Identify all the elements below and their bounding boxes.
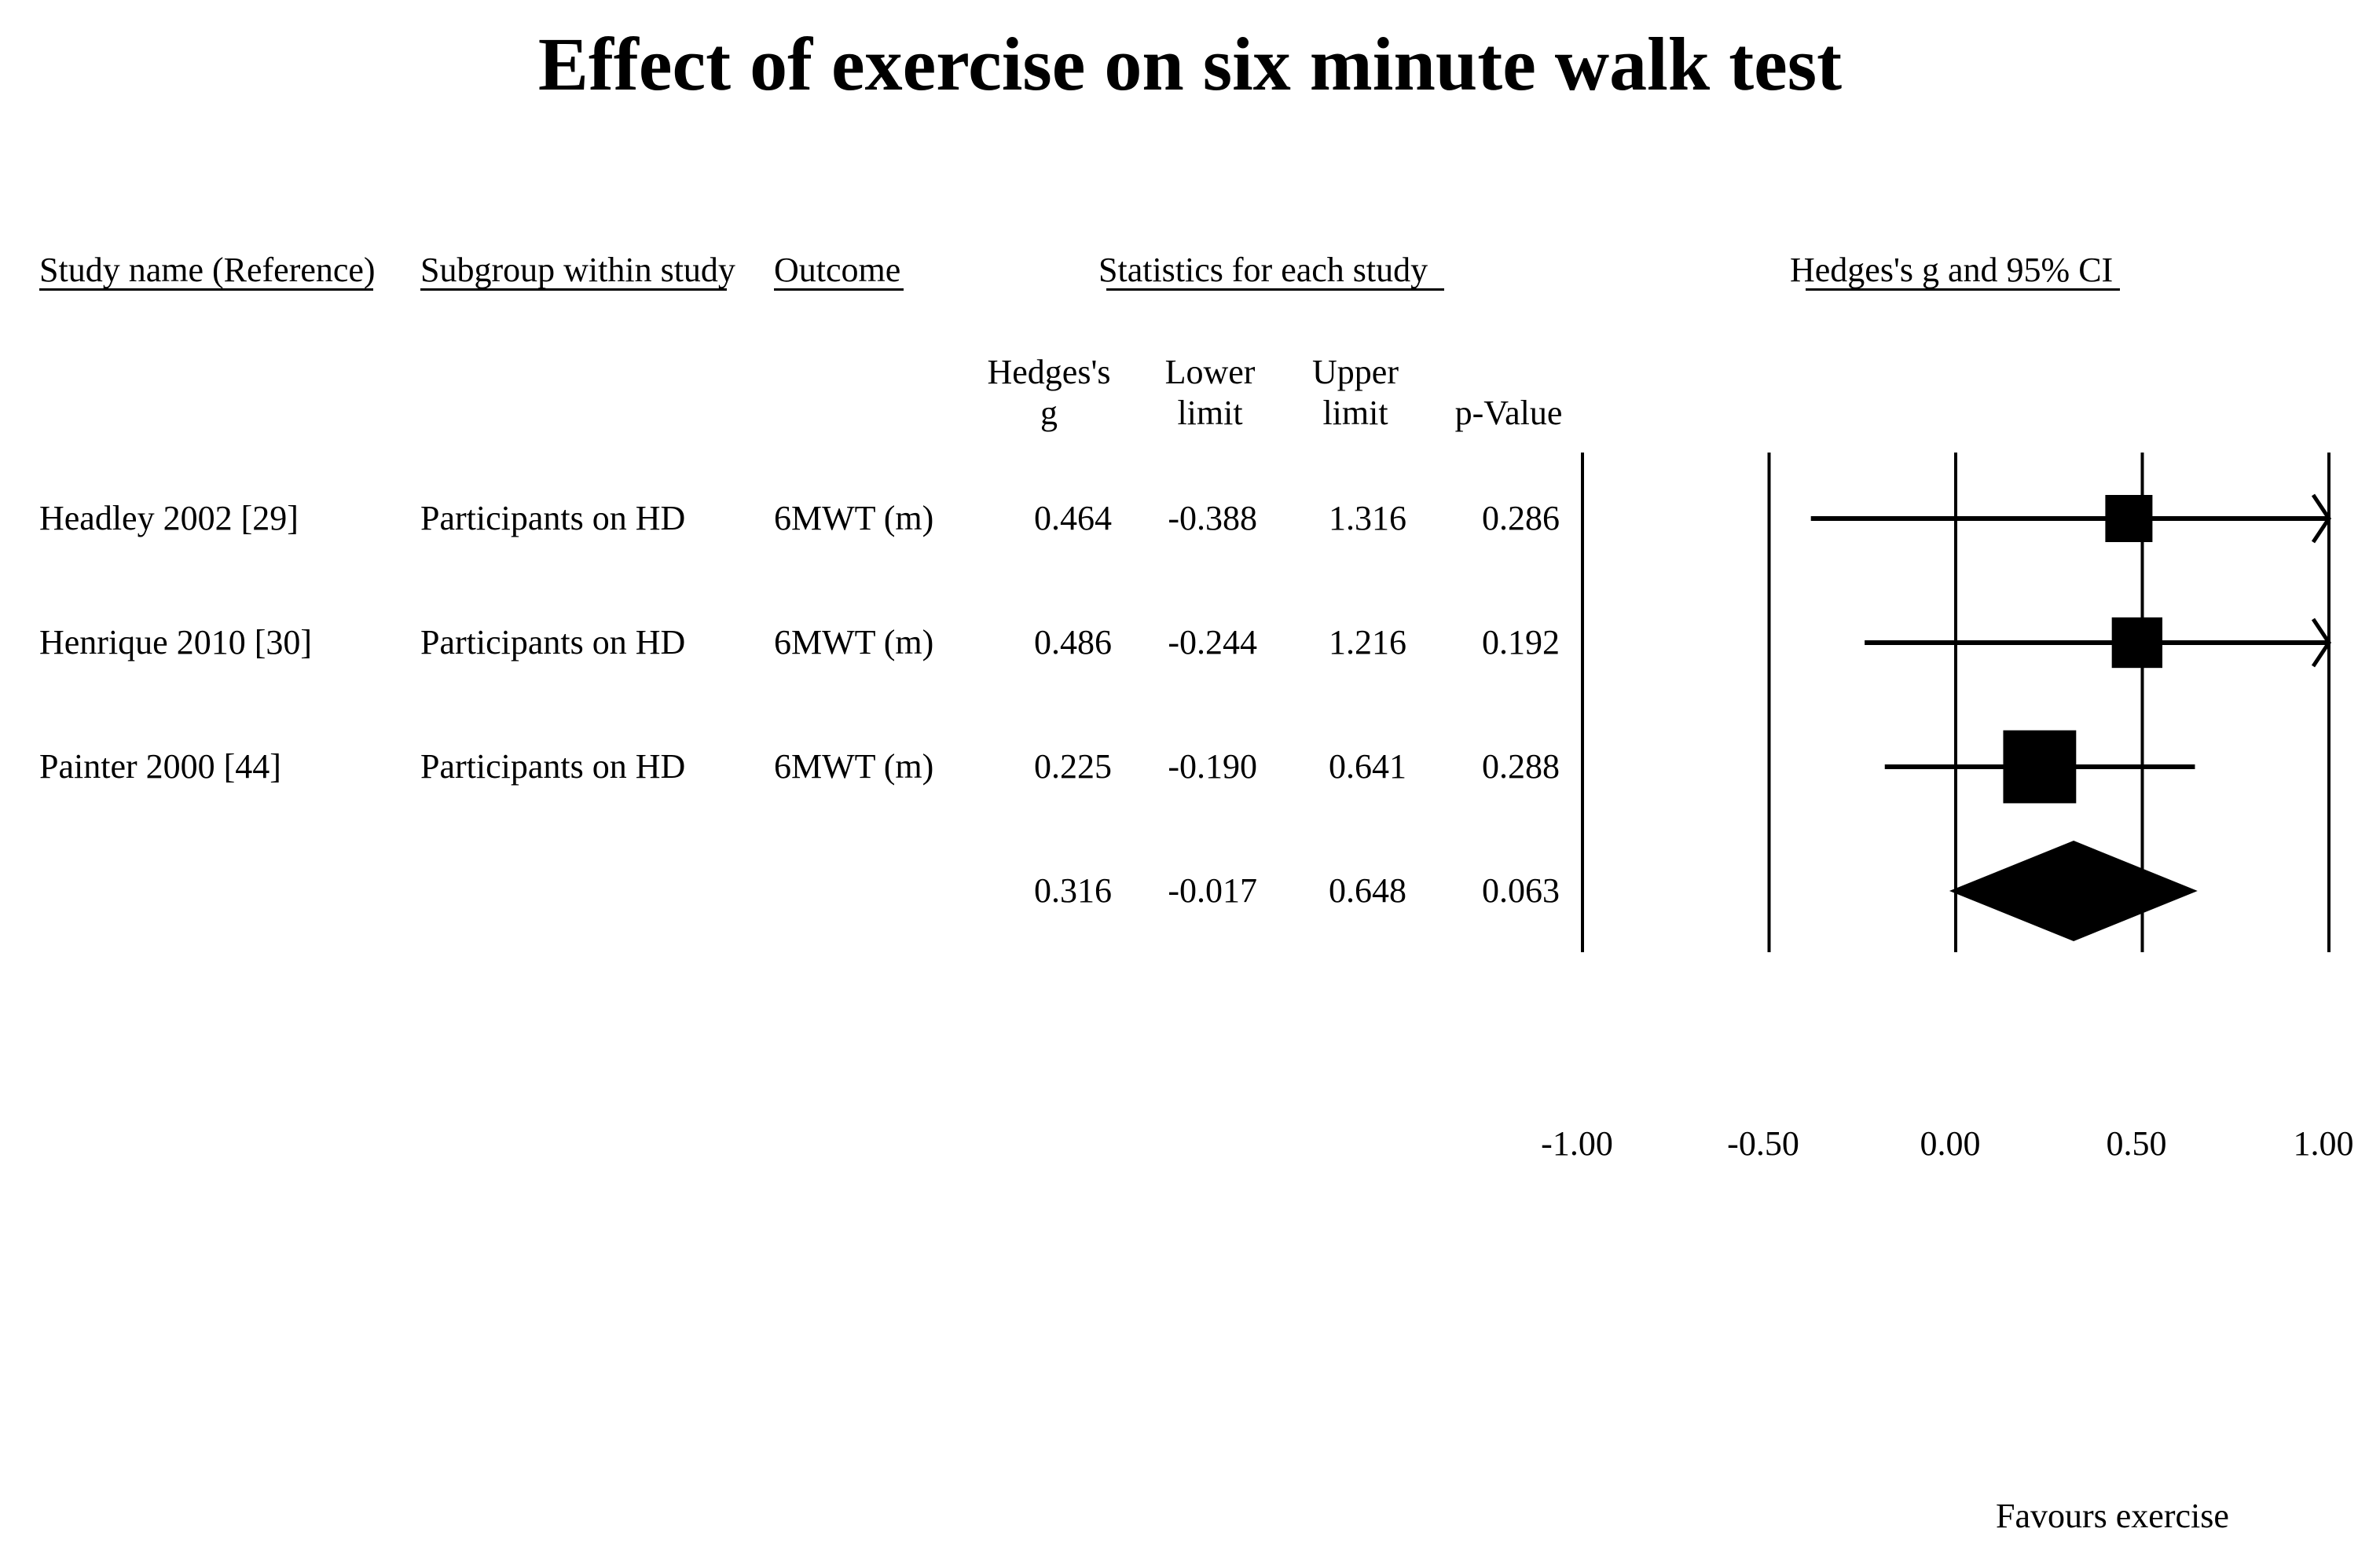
study-outcome: 6MWT (m)	[774, 623, 934, 662]
header-subgroup-rule	[420, 288, 727, 291]
study-name: Headley 2002 [29]	[39, 499, 299, 537]
study-lower: -0.190	[1168, 747, 1257, 786]
summary-g: 0.316	[1034, 871, 1112, 910]
header-outcome-rule	[774, 288, 904, 291]
colhead-pvalue: p-Value	[1454, 394, 1563, 432]
header-subgroup: Subgroup within study	[420, 251, 735, 289]
x-tick-label: 0.00	[1920, 1124, 1981, 1163]
header-plot-rule	[1806, 288, 2120, 291]
study-outcome: 6MWT (m)	[774, 499, 934, 537]
chart-title: Effect of exercise on six minute walk te…	[537, 22, 1843, 106]
header-study-rule	[39, 288, 373, 291]
study-upper: 1.216	[1329, 623, 1406, 662]
study-upper: 0.641	[1329, 747, 1406, 786]
favours-exercise-label: Favours exercise	[1996, 1497, 2229, 1535]
header-statistics-rule	[1106, 288, 1444, 291]
study-g: 0.464	[1034, 499, 1112, 537]
study-outcome: 6MWT (m)	[774, 747, 934, 786]
study-lower: -0.388	[1168, 499, 1257, 537]
header-statistics: Statistics for each study	[1098, 251, 1428, 289]
x-tick-label: -1.00	[1541, 1124, 1613, 1163]
header-outcome: Outcome	[774, 251, 901, 289]
colhead-upper-line2: limit	[1322, 394, 1388, 432]
study-g: 0.486	[1034, 623, 1112, 662]
ci-arrow	[2311, 618, 2332, 668]
study-subgroup: Participants on HD	[420, 499, 686, 537]
ci-arrow	[2311, 493, 2332, 544]
colhead-g-line2: g	[1040, 394, 1058, 432]
study-pvalue: 0.192	[1482, 623, 1560, 662]
study-name: Henrique 2010 [30]	[39, 623, 313, 662]
summary-diamond	[1949, 841, 2198, 941]
study-subgroup: Participants on HD	[420, 623, 686, 662]
x-tick-label: 0.50	[2106, 1124, 2167, 1163]
study-g: 0.225	[1034, 747, 1112, 786]
colhead-g-line1: Hedges's	[987, 353, 1111, 391]
header-study: Study name (Reference)	[39, 251, 376, 289]
point-estimate	[2111, 617, 2163, 669]
study-subgroup: Participants on HD	[420, 747, 686, 786]
x-tick-label: -0.50	[1727, 1124, 1799, 1163]
colhead-upper-line1: Upper	[1312, 353, 1399, 391]
study-name: Painter 2000 [44]	[39, 747, 281, 786]
summary-lower: -0.017	[1168, 871, 1257, 910]
study-lower: -0.244	[1168, 623, 1257, 662]
header-plot: Hedges's g and 95% CI	[1790, 251, 2114, 289]
point-estimate	[2105, 495, 2153, 542]
study-pvalue: 0.288	[1482, 747, 1560, 786]
colhead-lower-line2: limit	[1177, 394, 1243, 432]
x-tick-label: 1.00	[2293, 1124, 2354, 1163]
summary-upper: 0.648	[1329, 871, 1406, 910]
study-upper: 1.316	[1329, 499, 1406, 537]
study-pvalue: 0.286	[1482, 499, 1560, 537]
point-estimate	[2003, 730, 2077, 804]
summary-pvalue: 0.063	[1482, 871, 1560, 910]
colhead-lower-line1: Lower	[1164, 353, 1256, 391]
